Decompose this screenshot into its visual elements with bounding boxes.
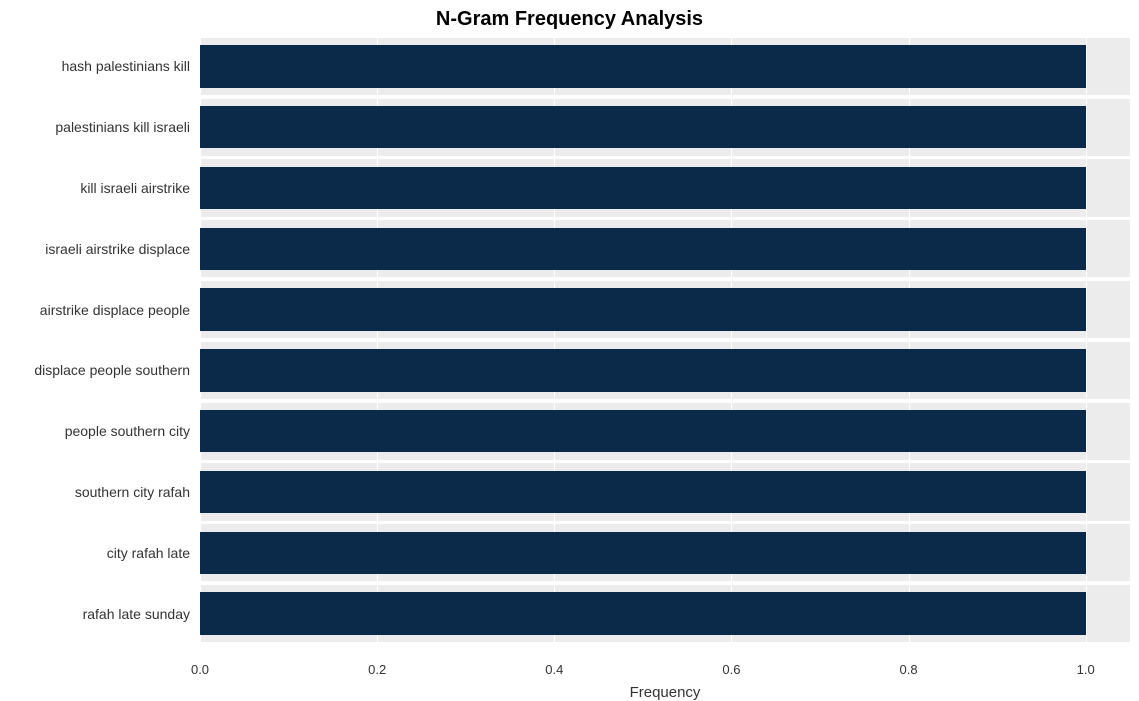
y-tick-label: israeli airstrike displace xyxy=(45,241,200,257)
bar-row xyxy=(200,410,1130,453)
x-tick-label: 1.0 xyxy=(1077,662,1095,677)
y-tick-label: displace people southern xyxy=(34,362,200,378)
y-tick-label: people southern city xyxy=(65,423,200,439)
x-tick-label: 0.0 xyxy=(191,662,209,677)
bar xyxy=(200,592,1086,635)
bar-row xyxy=(200,167,1130,210)
bar-row xyxy=(200,592,1130,635)
y-tick-label: hash palestinians kill xyxy=(62,58,200,74)
chart-title: N-Gram Frequency Analysis xyxy=(0,8,1139,31)
x-tick-label: 0.4 xyxy=(545,662,563,677)
x-tick-label: 0.2 xyxy=(368,662,386,677)
y-tick-label: city rafah late xyxy=(107,545,200,561)
y-tick-label: southern city rafah xyxy=(75,484,200,500)
bar-row xyxy=(200,288,1130,331)
bar-row xyxy=(200,106,1130,149)
bar-row xyxy=(200,532,1130,575)
bar xyxy=(200,106,1086,149)
bar xyxy=(200,45,1086,88)
y-tick-label: kill israeli airstrike xyxy=(80,180,200,196)
x-tick-label: 0.8 xyxy=(900,662,918,677)
y-tick-label: palestinians kill israeli xyxy=(55,119,200,135)
plot-area: hash palestinians killpalestinians kill … xyxy=(200,36,1130,644)
bar xyxy=(200,167,1086,210)
bar xyxy=(200,471,1086,514)
bar-row xyxy=(200,349,1130,392)
bar-row xyxy=(200,228,1130,271)
bar xyxy=(200,410,1086,453)
y-tick-label: airstrike displace people xyxy=(40,302,200,318)
bar xyxy=(200,349,1086,392)
bar-row xyxy=(200,45,1130,88)
x-tick-label: 0.6 xyxy=(722,662,740,677)
x-axis-label: Frequency xyxy=(200,684,1130,701)
bar xyxy=(200,228,1086,271)
bar xyxy=(200,532,1086,575)
y-tick-label: rafah late sunday xyxy=(83,606,200,622)
bar-row xyxy=(200,471,1130,514)
bar xyxy=(200,288,1086,331)
